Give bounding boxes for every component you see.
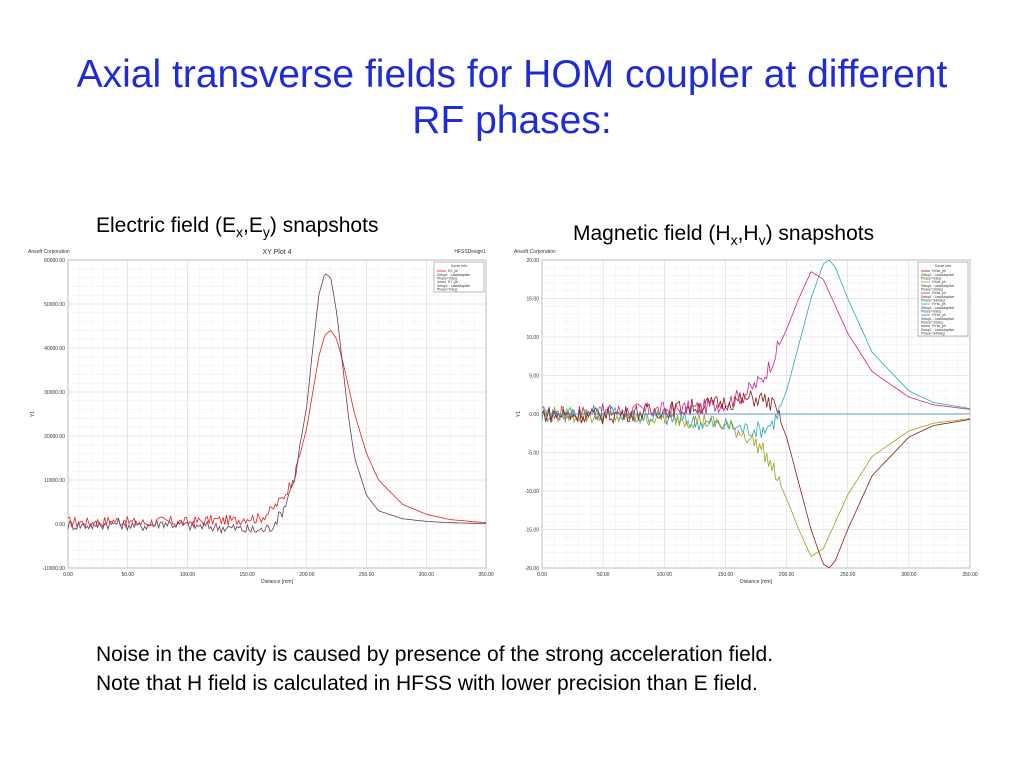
y-tick-label: 0.00 [529, 412, 539, 418]
electric-field-caption: Electric field (Ex,Ey) snapshots [96, 214, 378, 240]
x-tick-label: 350.00 [962, 572, 978, 578]
magnetic-field-caption: Magnetic field (Hx,Hy) snapshots [573, 222, 874, 248]
caption-subscript: x [730, 232, 738, 249]
legend-entry-phase: Phase='340deg' [921, 331, 946, 335]
caption-text: ) snapshots [765, 222, 875, 245]
electric-field-plot: Ansoft Corporation XY Plot 4 HFSSDesign1 0.… [26, 245, 496, 590]
x-tick-label: 0.00 [63, 572, 73, 578]
legend-title: Curve Info [935, 264, 952, 268]
chart-title: XY Plot 4 [262, 249, 291, 256]
caption-text: Electric field (E [96, 214, 237, 237]
legend-entry-setup: Setup1 : LastAdaptive [437, 284, 470, 288]
legend-entry-name: HYss_ph [932, 313, 946, 317]
chart-company-label: Ansoft Corporation [28, 249, 70, 255]
legend-entry-phase: Phase='20deg' [921, 320, 944, 324]
chart-design-label: HFSSDesign1 [454, 249, 486, 255]
legend-entry-phase: Phase='0deg' [921, 276, 942, 280]
chart-company-label: Ansoft Corporation [514, 249, 556, 255]
y-tick-label: 15.00 [526, 297, 539, 303]
slide-title: Axial transverse fields for HOM coupler … [0, 52, 1024, 144]
slide-title-line1: Axial transverse fields for HOM coupler … [76, 53, 948, 96]
x-tick-label: 200.00 [779, 572, 795, 578]
caption-subscript: x [236, 224, 244, 241]
x-tick-label: 200.00 [299, 572, 315, 578]
x-tick-label: 50.00 [121, 572, 134, 578]
y-tick-label: 30000.00 [44, 390, 65, 396]
magnetic-field-plot: Ansoft Corporation 0.00 50.00 100.00 150.00 2… [512, 245, 982, 590]
legend-entry-setup: Setup1 : LastAdaptive [921, 295, 954, 299]
y-axis-label: Y1 [516, 411, 522, 417]
legend-entry-setup: Setup1 : LastAdaptive [921, 284, 954, 288]
legend-entry-name: HXss_ph [932, 280, 946, 284]
y-tick-label: 10.00 [526, 335, 539, 341]
legend-box [917, 261, 969, 337]
legend-entry-phase: Phase='0deg' [437, 287, 458, 291]
x-axis-label: Distance [mm] [740, 579, 773, 585]
y-tick-label: 40000.00 [44, 346, 65, 352]
caption-text: ) snapshots [269, 214, 379, 237]
y-tick-label: 50000.00 [44, 302, 65, 308]
caption-text: ,H [737, 222, 759, 245]
legend-entry-setup: Setup1 : LastAdaptive [921, 273, 954, 277]
x-tick-label: 300.00 [901, 572, 917, 578]
x-tick-label: 350.00 [478, 572, 494, 578]
y-tick-label: 20000.00 [44, 434, 65, 440]
legend-entry-setup: Setup1 : LastAdaptive [437, 273, 470, 277]
legend-entry-name: HXss_ph [932, 269, 946, 273]
legend-entry-phase: Phase='0deg' [921, 309, 942, 313]
legend-entry-phase: Phase='0deg' [437, 276, 458, 280]
x-tick-label: 100.00 [657, 572, 673, 578]
legend-entry-name: EX_ph [448, 269, 458, 273]
notes: Noise in the cavity is caused by presenc… [96, 640, 976, 698]
note-line: Noise in the cavity is caused by presenc… [96, 643, 774, 666]
legend-entry-phase: Phase='20deg' [921, 287, 944, 291]
series-line [541, 389, 971, 569]
legend-entry-name: HYss_ph [932, 324, 946, 328]
caption-text: ,E [243, 214, 263, 237]
x-tick-label: 300.00 [419, 572, 435, 578]
electric-field-chart-svg: Ansoft Corporation XY Plot 4 HFSSDesign1 0.… [28, 249, 494, 585]
caption-subscript: y [758, 232, 766, 249]
legend-entry-phase: Phase='340deg' [921, 298, 946, 302]
note-line: Note that H field is calculated in HFSS … [96, 672, 758, 695]
x-tick-label: 50.00 [597, 572, 610, 578]
x-tick-label: 100.00 [180, 572, 196, 578]
legend-entry-setup: Setup1 : LastAdaptive [921, 328, 954, 332]
y-tick-label: 5.00 [529, 374, 539, 380]
legend-entry-name: HXss_ph [932, 291, 946, 295]
x-tick-label: 0.00 [537, 572, 547, 578]
series-line [541, 406, 971, 557]
y-tick-label: 0.00 [55, 522, 65, 528]
legend-box [433, 261, 485, 293]
y-tick-label: -5.00 [528, 451, 540, 457]
magnetic-field-chart-svg: Ansoft Corporation 0.00 50.00 100.00 150.00 2… [514, 249, 978, 585]
y-tick-label: 10000.00 [44, 478, 65, 484]
x-tick-label: 250.00 [840, 572, 856, 578]
caption-text: Magnetic field (H [573, 222, 731, 245]
legend-entry-setup: Setup1 : LastAdaptive [921, 317, 954, 321]
series-line [67, 273, 487, 535]
y-tick-label: -10.00 [525, 489, 539, 495]
caption-subscript: y [262, 224, 270, 241]
y-tick-label: -15.00 [525, 528, 539, 534]
y-tick-label: 60000.00 [44, 258, 65, 264]
y-tick-label: 20.00 [526, 258, 539, 264]
legend-entry-name: HYss_ph [932, 302, 946, 306]
legend-entry-name: EY_ph [448, 280, 458, 284]
y-tick-label: -10000.00 [42, 566, 65, 572]
x-tick-label: 250.00 [359, 572, 375, 578]
y-tick-label: -20.00 [525, 566, 539, 572]
legend-title: Curve Info [451, 264, 468, 268]
y-axis-label: Y1 [30, 411, 36, 417]
legend-entry-setup: Setup1 : LastAdaptive [921, 306, 954, 310]
x-axis-label: Distance [mm] [261, 579, 294, 585]
plot-area [67, 259, 487, 569]
x-tick-label: 150.00 [239, 572, 255, 578]
x-tick-label: 150.00 [718, 572, 734, 578]
slide-title-line2: RF phases: [412, 99, 612, 142]
